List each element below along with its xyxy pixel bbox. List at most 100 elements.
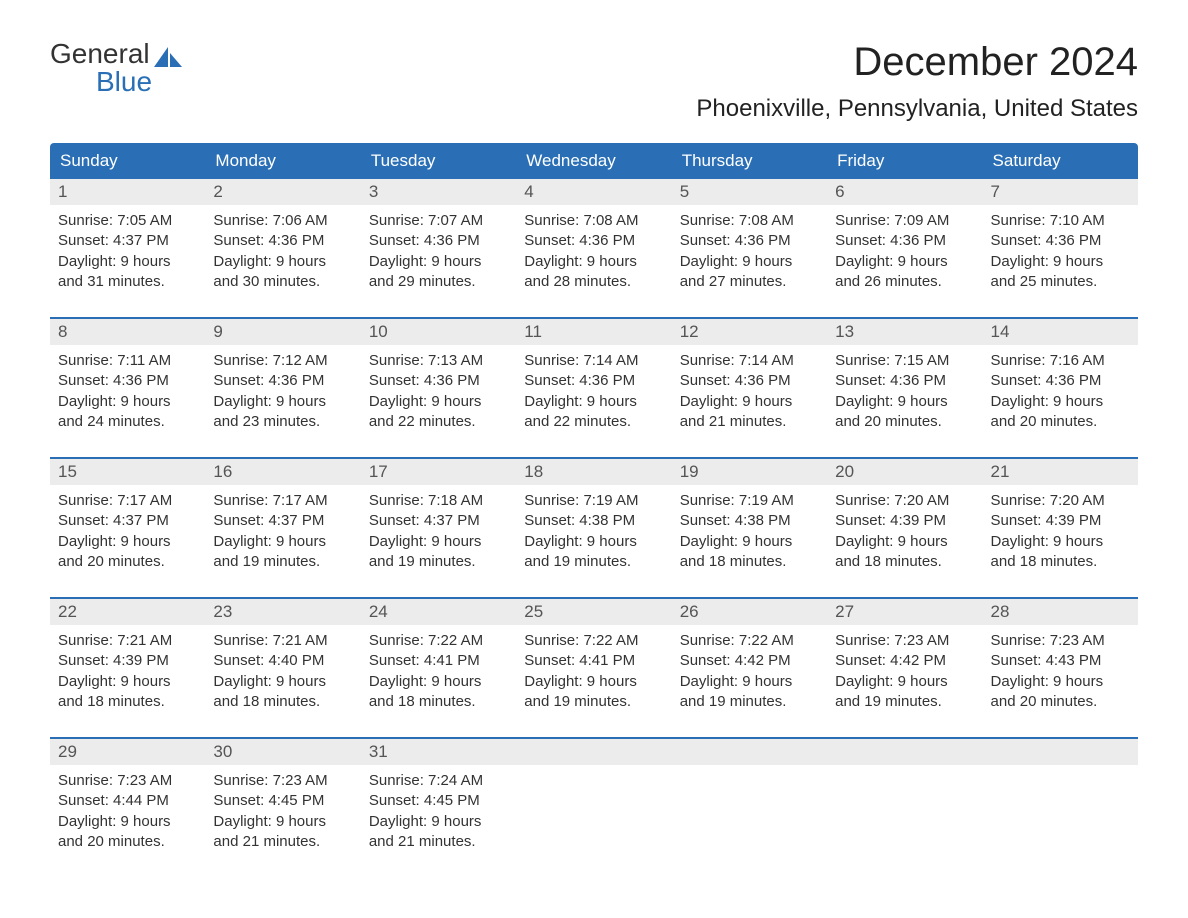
day-cell: 18Sunrise: 7:19 AMSunset: 4:38 PMDayligh…: [516, 459, 671, 579]
day-number: 31: [361, 739, 516, 765]
day-detail: Sunrise: 7:15 AMSunset: 4:36 PMDaylight:…: [827, 345, 982, 436]
day-number: 11: [516, 319, 671, 345]
day-number: [827, 739, 982, 765]
day-header-thu: Thursday: [672, 143, 827, 179]
day-number: 5: [672, 179, 827, 205]
day-detail: Sunrise: 7:19 AMSunset: 4:38 PMDaylight:…: [516, 485, 671, 576]
day-detail: Sunrise: 7:19 AMSunset: 4:38 PMDaylight:…: [672, 485, 827, 576]
day-header-tue: Tuesday: [361, 143, 516, 179]
day-detail: Sunrise: 7:13 AMSunset: 4:36 PMDaylight:…: [361, 345, 516, 436]
day-cell: 11Sunrise: 7:14 AMSunset: 4:36 PMDayligh…: [516, 319, 671, 439]
day-number: [516, 739, 671, 765]
day-number: 23: [205, 599, 360, 625]
day-detail: Sunrise: 7:23 AMSunset: 4:44 PMDaylight:…: [50, 765, 205, 856]
day-cell: 8Sunrise: 7:11 AMSunset: 4:36 PMDaylight…: [50, 319, 205, 439]
day-detail: Sunrise: 7:14 AMSunset: 4:36 PMDaylight:…: [672, 345, 827, 436]
month-title: December 2024: [696, 40, 1138, 85]
day-header-row: Sunday Monday Tuesday Wednesday Thursday…: [50, 143, 1138, 179]
page-header: General Blue December 2024 Phoenixville,…: [50, 40, 1138, 135]
day-cell: 28Sunrise: 7:23 AMSunset: 4:43 PMDayligh…: [983, 599, 1138, 719]
day-number: 24: [361, 599, 516, 625]
day-cell: [516, 739, 671, 859]
day-number: 25: [516, 599, 671, 625]
sail-icon: [154, 44, 186, 64]
day-cell: 2Sunrise: 7:06 AMSunset: 4:36 PMDaylight…: [205, 179, 360, 299]
day-cell: 14Sunrise: 7:16 AMSunset: 4:36 PMDayligh…: [983, 319, 1138, 439]
day-number: [672, 739, 827, 765]
day-cell: 26Sunrise: 7:22 AMSunset: 4:42 PMDayligh…: [672, 599, 827, 719]
brand-word2: Blue: [96, 68, 186, 96]
day-detail: Sunrise: 7:23 AMSunset: 4:42 PMDaylight:…: [827, 625, 982, 716]
day-header-wed: Wednesday: [516, 143, 671, 179]
day-number: 28: [983, 599, 1138, 625]
week-row: 8Sunrise: 7:11 AMSunset: 4:36 PMDaylight…: [50, 317, 1138, 439]
day-number: 16: [205, 459, 360, 485]
day-cell: 9Sunrise: 7:12 AMSunset: 4:36 PMDaylight…: [205, 319, 360, 439]
day-cell: [827, 739, 982, 859]
week-row: 22Sunrise: 7:21 AMSunset: 4:39 PMDayligh…: [50, 597, 1138, 719]
day-number: 13: [827, 319, 982, 345]
day-cell: 4Sunrise: 7:08 AMSunset: 4:36 PMDaylight…: [516, 179, 671, 299]
day-cell: 15Sunrise: 7:17 AMSunset: 4:37 PMDayligh…: [50, 459, 205, 579]
title-block: December 2024 Phoenixville, Pennsylvania…: [696, 40, 1138, 135]
day-detail: Sunrise: 7:10 AMSunset: 4:36 PMDaylight:…: [983, 205, 1138, 296]
day-cell: 1Sunrise: 7:05 AMSunset: 4:37 PMDaylight…: [50, 179, 205, 299]
day-detail: Sunrise: 7:08 AMSunset: 4:36 PMDaylight:…: [516, 205, 671, 296]
day-number: 21: [983, 459, 1138, 485]
day-cell: 17Sunrise: 7:18 AMSunset: 4:37 PMDayligh…: [361, 459, 516, 579]
day-number: 30: [205, 739, 360, 765]
day-number: 18: [516, 459, 671, 485]
day-cell: 22Sunrise: 7:21 AMSunset: 4:39 PMDayligh…: [50, 599, 205, 719]
day-number: 17: [361, 459, 516, 485]
day-number: 20: [827, 459, 982, 485]
day-cell: [983, 739, 1138, 859]
day-detail: Sunrise: 7:16 AMSunset: 4:36 PMDaylight:…: [983, 345, 1138, 436]
day-number: 10: [361, 319, 516, 345]
day-cell: 23Sunrise: 7:21 AMSunset: 4:40 PMDayligh…: [205, 599, 360, 719]
brand-word1: General: [50, 40, 150, 68]
day-detail: Sunrise: 7:12 AMSunset: 4:36 PMDaylight:…: [205, 345, 360, 436]
day-detail: Sunrise: 7:08 AMSunset: 4:36 PMDaylight:…: [672, 205, 827, 296]
day-detail: Sunrise: 7:05 AMSunset: 4:37 PMDaylight:…: [50, 205, 205, 296]
day-detail: Sunrise: 7:14 AMSunset: 4:36 PMDaylight:…: [516, 345, 671, 436]
day-number: 27: [827, 599, 982, 625]
day-number: 26: [672, 599, 827, 625]
day-number: 22: [50, 599, 205, 625]
day-cell: 20Sunrise: 7:20 AMSunset: 4:39 PMDayligh…: [827, 459, 982, 579]
day-cell: 21Sunrise: 7:20 AMSunset: 4:39 PMDayligh…: [983, 459, 1138, 579]
day-number: 4: [516, 179, 671, 205]
day-header-mon: Monday: [205, 143, 360, 179]
day-detail: Sunrise: 7:22 AMSunset: 4:41 PMDaylight:…: [361, 625, 516, 716]
day-cell: 19Sunrise: 7:19 AMSunset: 4:38 PMDayligh…: [672, 459, 827, 579]
day-cell: 6Sunrise: 7:09 AMSunset: 4:36 PMDaylight…: [827, 179, 982, 299]
day-detail: Sunrise: 7:24 AMSunset: 4:45 PMDaylight:…: [361, 765, 516, 856]
day-number: 9: [205, 319, 360, 345]
day-detail: Sunrise: 7:17 AMSunset: 4:37 PMDaylight:…: [205, 485, 360, 576]
week-row: 29Sunrise: 7:23 AMSunset: 4:44 PMDayligh…: [50, 737, 1138, 859]
day-number: 29: [50, 739, 205, 765]
day-detail: Sunrise: 7:06 AMSunset: 4:36 PMDaylight:…: [205, 205, 360, 296]
day-detail: Sunrise: 7:20 AMSunset: 4:39 PMDaylight:…: [827, 485, 982, 576]
day-cell: 16Sunrise: 7:17 AMSunset: 4:37 PMDayligh…: [205, 459, 360, 579]
day-number: 7: [983, 179, 1138, 205]
day-header-fri: Friday: [827, 143, 982, 179]
day-cell: 13Sunrise: 7:15 AMSunset: 4:36 PMDayligh…: [827, 319, 982, 439]
day-number: 14: [983, 319, 1138, 345]
day-detail: Sunrise: 7:23 AMSunset: 4:43 PMDaylight:…: [983, 625, 1138, 716]
day-header-sun: Sunday: [50, 143, 205, 179]
day-detail: Sunrise: 7:11 AMSunset: 4:36 PMDaylight:…: [50, 345, 205, 436]
day-cell: 24Sunrise: 7:22 AMSunset: 4:41 PMDayligh…: [361, 599, 516, 719]
brand-logo: General Blue: [50, 40, 186, 96]
day-cell: 5Sunrise: 7:08 AMSunset: 4:36 PMDaylight…: [672, 179, 827, 299]
day-number: 8: [50, 319, 205, 345]
day-number: 12: [672, 319, 827, 345]
week-row: 15Sunrise: 7:17 AMSunset: 4:37 PMDayligh…: [50, 457, 1138, 579]
day-number: 2: [205, 179, 360, 205]
day-detail: Sunrise: 7:22 AMSunset: 4:41 PMDaylight:…: [516, 625, 671, 716]
day-number: 19: [672, 459, 827, 485]
calendar-grid: Sunday Monday Tuesday Wednesday Thursday…: [50, 143, 1138, 859]
day-number: [983, 739, 1138, 765]
day-cell: 25Sunrise: 7:22 AMSunset: 4:41 PMDayligh…: [516, 599, 671, 719]
day-number: 1: [50, 179, 205, 205]
day-detail: Sunrise: 7:17 AMSunset: 4:37 PMDaylight:…: [50, 485, 205, 576]
